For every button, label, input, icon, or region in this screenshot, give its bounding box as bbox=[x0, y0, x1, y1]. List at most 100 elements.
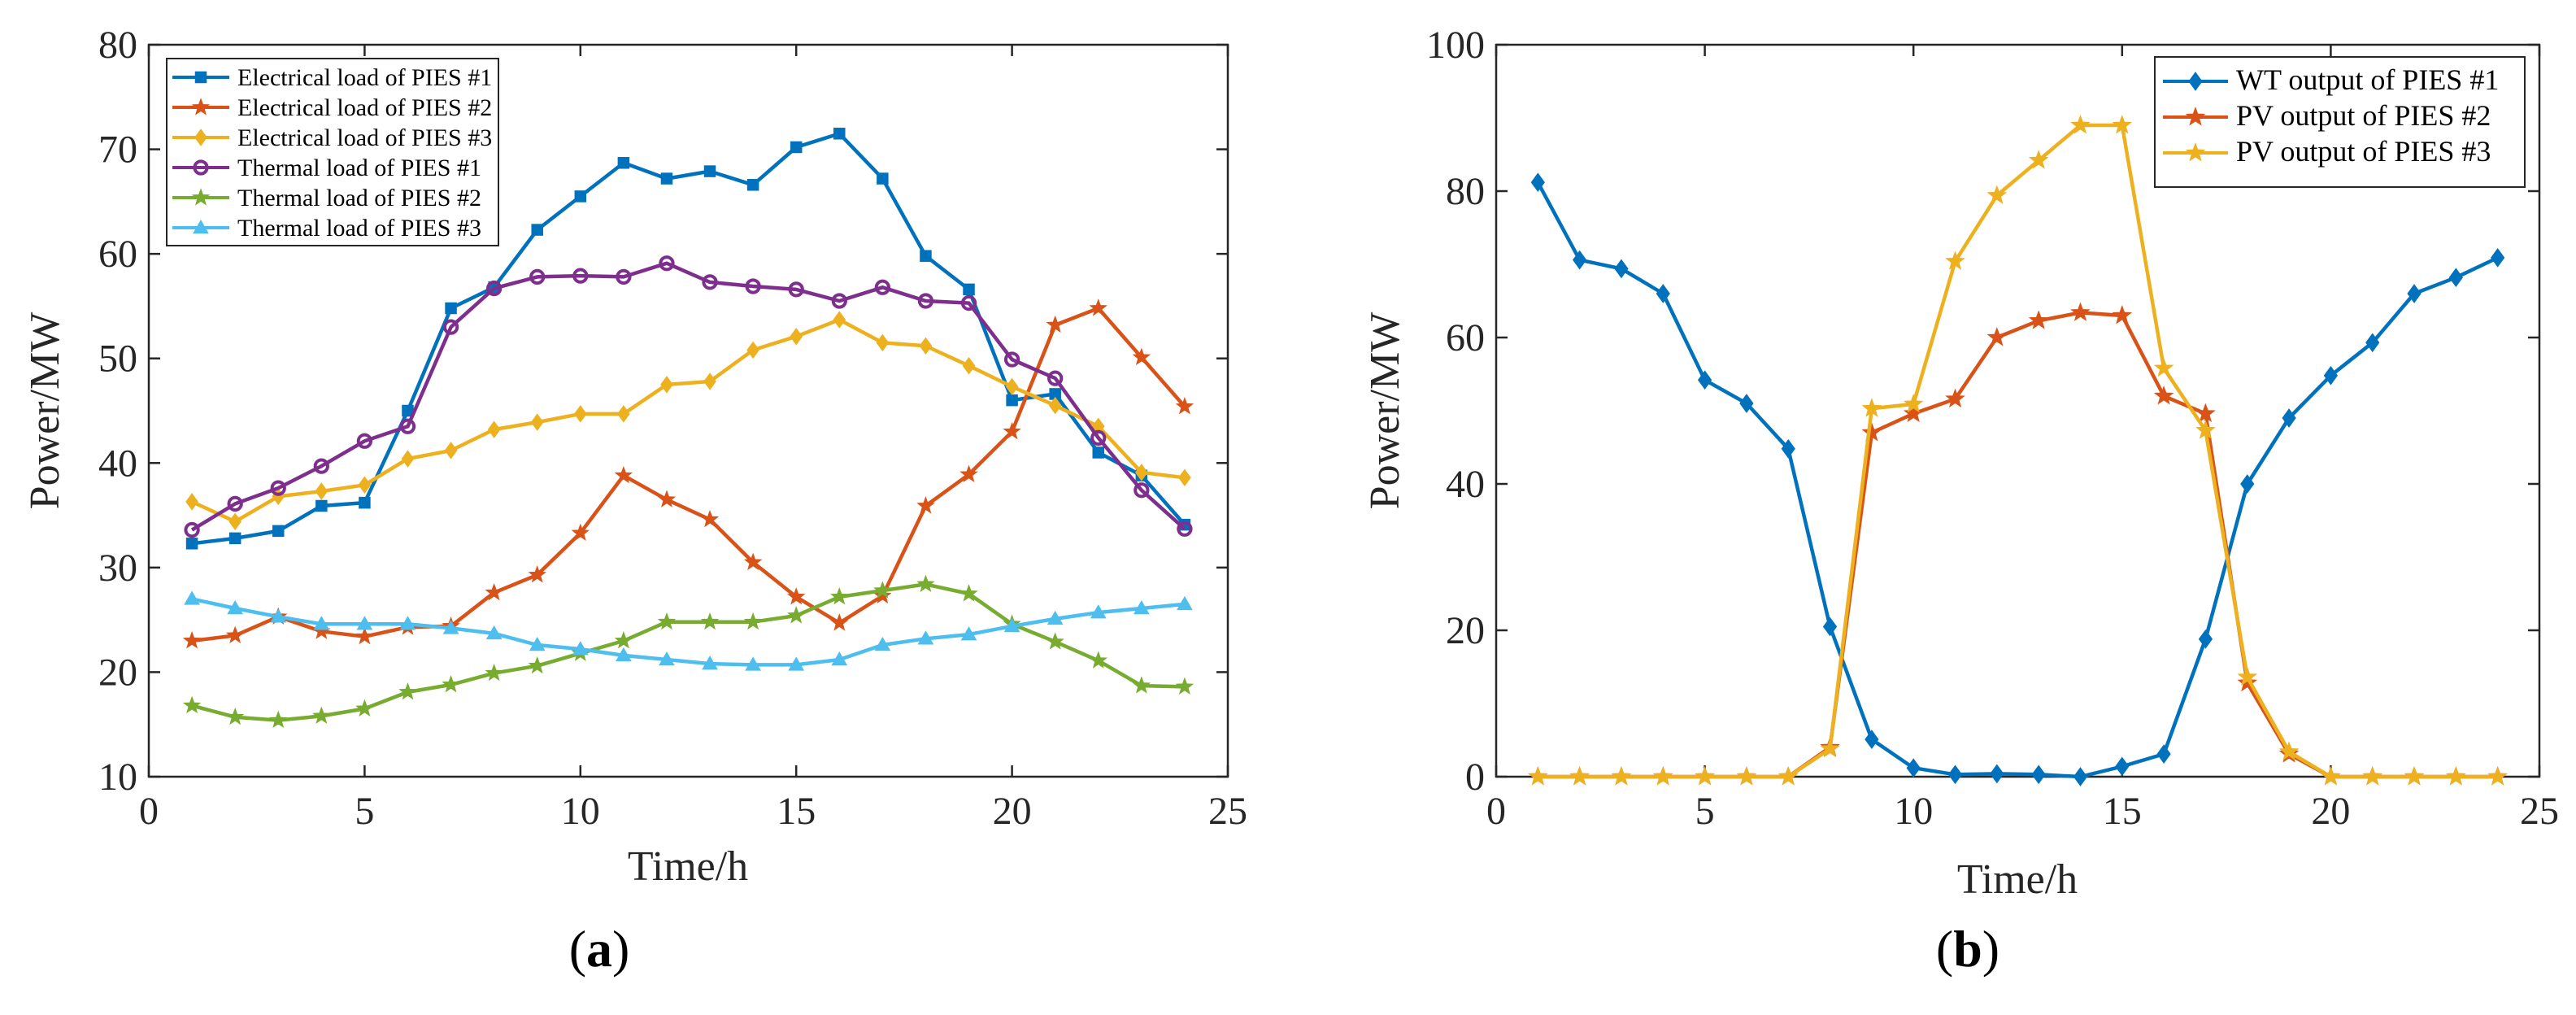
data-point bbox=[1133, 599, 1150, 615]
data-point bbox=[399, 418, 416, 434]
y-tick-label: 30 bbox=[98, 547, 137, 590]
data-point bbox=[1903, 403, 1924, 423]
data-point bbox=[743, 552, 763, 570]
data-point bbox=[1089, 651, 1107, 669]
data-point bbox=[2070, 115, 2091, 134]
data-point bbox=[1903, 393, 1924, 413]
y-tick-label: 20 bbox=[1446, 609, 1485, 652]
data-point bbox=[2240, 474, 2255, 494]
data-point bbox=[1178, 468, 1191, 487]
legend-label: Thermal load of PIES #3 bbox=[237, 215, 481, 242]
series-b-1 bbox=[1530, 172, 2505, 786]
legend-label: Thermal load of PIES #1 bbox=[237, 155, 481, 181]
y-tick-label: 60 bbox=[1446, 316, 1485, 359]
data-point bbox=[745, 278, 761, 294]
data-point bbox=[917, 630, 934, 645]
data-point bbox=[1695, 766, 1715, 786]
data-point bbox=[359, 496, 371, 509]
x-tick-label: 25 bbox=[2520, 790, 2559, 833]
data-point bbox=[1947, 765, 1963, 785]
legend-item: Electrical load of PIES #3 bbox=[172, 124, 492, 151]
data-point bbox=[227, 599, 244, 615]
legend-marker bbox=[2185, 107, 2206, 126]
data-point bbox=[1986, 185, 2008, 204]
data-point bbox=[657, 490, 677, 508]
series-a-6 bbox=[184, 590, 1193, 671]
x-tick-label: 10 bbox=[1894, 790, 1933, 833]
data-point bbox=[919, 337, 933, 355]
data-point bbox=[485, 280, 503, 297]
data-point bbox=[617, 405, 630, 423]
data-point bbox=[355, 699, 374, 717]
data-point bbox=[1822, 616, 1838, 637]
data-point bbox=[573, 405, 587, 423]
data-point bbox=[2195, 403, 2216, 423]
data-point bbox=[1945, 388, 1965, 408]
series-line bbox=[1538, 123, 2498, 779]
data-point bbox=[528, 656, 546, 674]
x-tick-label: 5 bbox=[355, 790, 374, 833]
data-point bbox=[659, 255, 675, 272]
series-a-2 bbox=[182, 298, 1194, 649]
chart-panel-a: 0 5 10 15 20 25 10 20 30 40 50 60 70 80 Time/h Power/… bbox=[22, 24, 1247, 978]
data-point bbox=[2073, 767, 2088, 786]
data-point bbox=[401, 450, 415, 468]
series-line bbox=[191, 132, 1186, 546]
data-point bbox=[485, 625, 503, 640]
series-line bbox=[191, 306, 1186, 643]
data-point bbox=[399, 616, 416, 630]
y-tick-label: 40 bbox=[1446, 463, 1485, 506]
data-point bbox=[1861, 422, 1882, 442]
data-point bbox=[487, 420, 501, 438]
legend-item: PV output of PIES #2 bbox=[2163, 99, 2491, 132]
legend-item: Electrical load of PIES #1 bbox=[172, 64, 492, 91]
data-point bbox=[703, 165, 716, 177]
data-point bbox=[831, 293, 847, 309]
data-point bbox=[2404, 766, 2425, 786]
data-point bbox=[614, 631, 633, 649]
data-point bbox=[963, 283, 975, 296]
data-point bbox=[270, 608, 287, 623]
data-point bbox=[702, 274, 718, 290]
y-tick-label: 10 bbox=[98, 756, 137, 799]
data-point bbox=[1006, 394, 1018, 407]
series-line bbox=[191, 597, 1186, 667]
data-point bbox=[2153, 386, 2174, 405]
data-point bbox=[787, 587, 806, 605]
data-point bbox=[2153, 357, 2174, 377]
data-point bbox=[2487, 766, 2508, 786]
data-point bbox=[873, 581, 892, 599]
series-line bbox=[1536, 181, 2499, 779]
data-point bbox=[2448, 268, 2463, 288]
data-point bbox=[227, 495, 243, 512]
data-point bbox=[272, 525, 285, 538]
data-point bbox=[916, 574, 935, 592]
data-point bbox=[2365, 333, 2380, 353]
data-point bbox=[1945, 250, 1965, 270]
plot-frame-a bbox=[147, 43, 1229, 778]
data-point bbox=[225, 625, 245, 643]
y-tick-label: 70 bbox=[98, 129, 137, 172]
data-point bbox=[2282, 408, 2296, 428]
x-tick-label: 15 bbox=[2103, 790, 2142, 833]
data-point bbox=[270, 480, 286, 496]
legend-item: Electrical load of PIES #2 bbox=[172, 94, 492, 121]
data-point bbox=[874, 636, 891, 651]
data-point bbox=[529, 636, 546, 651]
data-point bbox=[2323, 365, 2339, 386]
data-point bbox=[1739, 394, 1754, 413]
legend-marker bbox=[2188, 72, 2203, 91]
data-point bbox=[877, 172, 889, 185]
x-tick-label: 15 bbox=[777, 790, 816, 833]
data-point bbox=[962, 356, 976, 375]
data-point bbox=[2446, 766, 2466, 786]
legend-box-b bbox=[2154, 56, 2526, 188]
data-point bbox=[703, 372, 716, 390]
legend-label: Electrical load of PIES #1 bbox=[237, 64, 492, 91]
data-point bbox=[1090, 429, 1107, 447]
data-point bbox=[269, 710, 288, 729]
data-point bbox=[574, 190, 587, 203]
data-point bbox=[790, 327, 803, 346]
data-point bbox=[442, 675, 460, 693]
data-point bbox=[184, 521, 200, 538]
